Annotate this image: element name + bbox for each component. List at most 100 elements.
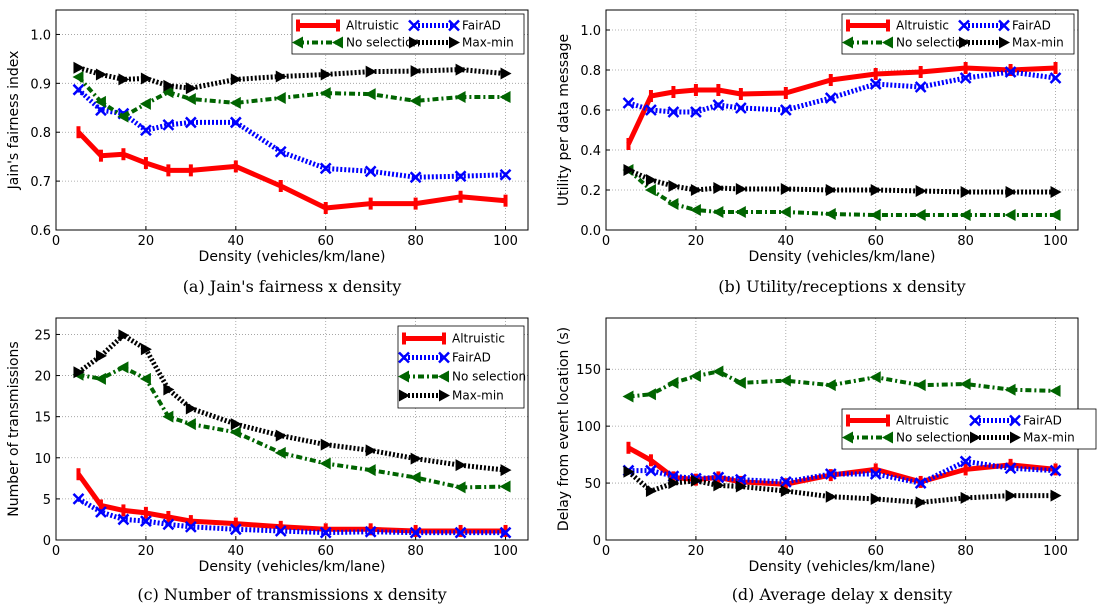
x-tick-label: 80 xyxy=(957,234,974,249)
data-point xyxy=(959,209,971,221)
legend-swatch-marker xyxy=(438,351,450,364)
data-point xyxy=(645,174,657,186)
y-axis-label: Jain's fairness index xyxy=(6,51,22,191)
data-point xyxy=(960,186,972,198)
data-point xyxy=(959,72,972,84)
data-point xyxy=(1004,462,1017,475)
legend-swatch-marker xyxy=(398,351,410,364)
data-point xyxy=(667,376,679,389)
data-point xyxy=(780,183,792,195)
data-point xyxy=(229,523,242,536)
data-point xyxy=(139,97,151,110)
data-point xyxy=(409,94,421,107)
legend-swatch-marker xyxy=(438,370,449,383)
chart-panel-1: 0 20 40 60 80 100 0.6 0.7 0.8 0.9 1.0 Density (vehi… xyxy=(6,9,529,296)
data-point xyxy=(410,65,422,78)
y-tick-label: 0.8 xyxy=(30,126,51,141)
data-point xyxy=(364,464,376,477)
chart-panel-3: 0 20 40 60 80 100 0 5 10 15 20 25 Density (vehicles/… xyxy=(6,317,529,604)
data-point xyxy=(1005,186,1017,198)
legend-label: Max-min xyxy=(462,36,514,50)
data-point xyxy=(319,162,332,175)
data-point xyxy=(622,390,634,403)
data-point xyxy=(499,91,511,104)
data-point xyxy=(735,480,747,493)
x-tick-label: 60 xyxy=(317,234,334,249)
data-point xyxy=(162,518,175,531)
x-axis-label: Density (vehicles/km/lane) xyxy=(749,249,936,265)
data-point xyxy=(734,102,747,114)
legend-swatch-marker xyxy=(842,431,853,444)
legend-swatch-marker xyxy=(332,36,343,49)
data-point xyxy=(409,471,421,484)
y-tick-label: 50 xyxy=(584,477,601,492)
y-tick-label: 0.2 xyxy=(580,184,601,199)
data-point xyxy=(454,481,466,494)
data-point xyxy=(690,184,702,196)
legend-label: FairAD xyxy=(462,19,501,33)
data-point xyxy=(162,86,174,99)
data-point xyxy=(73,366,85,379)
data-point xyxy=(72,83,85,96)
legend-label: Altruistic xyxy=(896,414,949,428)
y-axis-label: Utility per data message xyxy=(556,34,572,206)
data-point xyxy=(1049,72,1062,84)
data-point xyxy=(117,361,129,374)
data-point xyxy=(668,477,680,490)
data-point xyxy=(410,452,422,465)
x-tick-label: 80 xyxy=(407,234,424,249)
data-point xyxy=(95,68,107,81)
data-point xyxy=(454,526,467,539)
data-point xyxy=(779,206,791,218)
data-point xyxy=(499,526,512,539)
series-no-selection xyxy=(622,164,1061,221)
legend-entry: Max-min xyxy=(970,431,1075,445)
chart-panel-4: 0 20 40 60 80 100 0 50 100 150 Density (vehicles/k… xyxy=(556,317,1097,604)
data-point xyxy=(869,468,882,480)
y-axis-label: Delay from event location (s) xyxy=(556,327,572,531)
y-tick-label: 0.7 xyxy=(30,175,51,190)
data-point xyxy=(712,206,724,218)
x-tick-label: 80 xyxy=(407,544,424,559)
data-point xyxy=(184,418,196,431)
figure-caption: (a) Jain's fairness x density xyxy=(183,277,402,296)
data-point xyxy=(320,68,332,81)
x-tick-label: 60 xyxy=(867,544,884,559)
data-point xyxy=(960,491,972,504)
data-point xyxy=(1004,209,1016,221)
data-point xyxy=(622,97,635,109)
y-tick-label: 100 xyxy=(576,420,601,435)
legend-swatch-marker xyxy=(399,389,410,402)
x-tick-label: 100 xyxy=(493,544,518,559)
legend-swatch-marker xyxy=(1010,431,1021,444)
data-point xyxy=(275,429,287,442)
series-max-min xyxy=(623,465,1062,509)
data-point xyxy=(72,493,85,505)
series-altruistic xyxy=(76,468,508,537)
x-tick-label: 0 xyxy=(602,544,610,559)
legend-entry: Max-min xyxy=(399,389,504,403)
data-point xyxy=(645,464,657,477)
data-point xyxy=(500,464,512,477)
data-point xyxy=(274,446,286,459)
data-point xyxy=(712,365,724,378)
data-point xyxy=(274,92,286,104)
data-point xyxy=(230,418,242,431)
legend-label: Max-min xyxy=(452,389,504,403)
legend-label: No selection xyxy=(346,36,420,50)
data-point xyxy=(644,388,656,401)
data-point xyxy=(94,372,106,385)
figure-caption: (d) Average delay x density xyxy=(732,585,953,604)
legend-entry: No selection xyxy=(398,370,526,384)
data-point xyxy=(689,370,701,383)
data-point xyxy=(455,459,467,472)
x-tick-label: 100 xyxy=(493,234,518,249)
legend-swatch-marker xyxy=(882,36,893,49)
data-point xyxy=(274,145,287,158)
legend-swatch-marker xyxy=(398,370,409,383)
series-line xyxy=(626,65,1056,146)
x-tick-label: 20 xyxy=(688,234,705,249)
data-point xyxy=(915,185,927,197)
legend-swatch-marker xyxy=(959,36,970,49)
legend-label: FairAD xyxy=(1012,19,1051,33)
